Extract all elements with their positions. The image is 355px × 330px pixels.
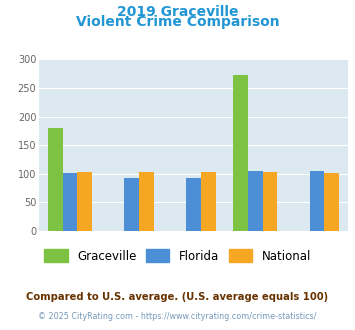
Bar (77, 172, 92, 231)
Bar (248, 171, 263, 231)
Text: 2019 Graceville: 2019 Graceville (117, 5, 238, 19)
Bar (139, 172, 154, 231)
Bar (124, 178, 139, 231)
Legend: Graceville, Florida, National: Graceville, Florida, National (40, 246, 315, 266)
Bar (201, 172, 216, 231)
Bar (310, 171, 324, 231)
Bar (48, 128, 62, 231)
Bar (263, 172, 278, 231)
Text: Violent Crime Comparison: Violent Crime Comparison (76, 15, 279, 29)
Bar (233, 75, 248, 231)
Bar (324, 173, 339, 231)
Text: © 2025 CityRating.com - https://www.cityrating.com/crime-statistics/: © 2025 CityRating.com - https://www.city… (38, 312, 317, 321)
Text: Compared to U.S. average. (U.S. average equals 100): Compared to U.S. average. (U.S. average … (26, 292, 329, 302)
Bar (62, 173, 77, 231)
Bar (186, 178, 201, 231)
